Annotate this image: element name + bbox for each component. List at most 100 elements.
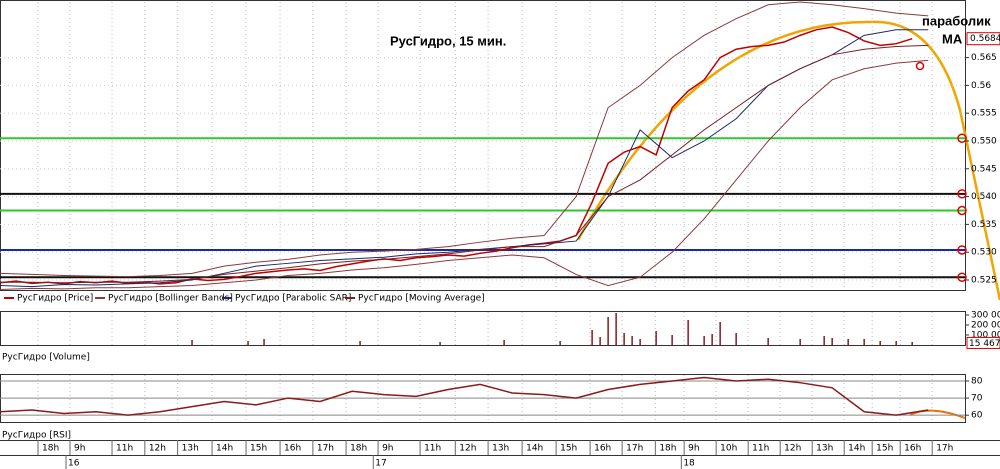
x-tick-label: 12h: [784, 444, 801, 454]
volume-bar: [847, 339, 849, 345]
volume-bar: [591, 330, 593, 345]
x-tick-label: 10h: [720, 444, 737, 454]
y-tick-label: 100 000: [971, 331, 1000, 341]
x-tick-label: 17h: [626, 444, 643, 454]
volume-bar: [735, 333, 737, 345]
pane-label: РусГидро [Volume]: [2, 353, 90, 363]
day-label: 17: [375, 459, 386, 469]
volume-bar: [615, 313, 617, 345]
legend-label: РусГидро [Parabolic SAR]: [235, 294, 351, 304]
x-tick-label: 14h: [216, 444, 233, 454]
y-tick-label: 0.540: [971, 192, 997, 202]
x-tick-label: 17h: [936, 444, 953, 454]
volume-bar: [623, 333, 625, 345]
series-line: [0, 44, 929, 284]
x-tick-label: 16h: [594, 444, 611, 454]
x-tick-label: 14h: [526, 444, 543, 454]
chart-title: РусГидро, 15 мин.: [390, 33, 506, 48]
x-tick-label: 13h: [492, 444, 509, 454]
last-price-label: 0.5684: [970, 34, 1000, 44]
series-line: [0, 376, 929, 416]
volume-bar: [359, 341, 361, 345]
x-tick-label: 15h: [560, 444, 577, 454]
y-tick-label: 0.535: [971, 220, 997, 230]
x-tick-label: 16h: [904, 444, 921, 454]
volume-bar: [895, 341, 897, 345]
x-tick-label: 15h: [876, 444, 893, 454]
y-tick-label: 0.550: [971, 136, 997, 146]
legend-label: РусГидро [Price]: [17, 294, 93, 304]
volume-bar: [799, 339, 801, 345]
volume-bar: [879, 341, 881, 345]
x-tick-label: 18h: [350, 444, 367, 454]
x-tick-label: 11h: [752, 444, 769, 454]
x-tick-label: 9h: [74, 444, 85, 454]
y-tick-label: 0.545: [971, 164, 997, 174]
level-marker: [957, 245, 967, 255]
day-label: 16: [68, 459, 80, 469]
y-tick-label: 0.56: [971, 81, 991, 91]
x-tick-label: 18h: [42, 444, 59, 454]
annotation: MA: [942, 31, 963, 46]
legend-label: РусГидро [Bollinger Bands]: [108, 294, 233, 304]
rsi-projection: [909, 409, 966, 419]
volume-bar: [823, 336, 825, 345]
volume-bar: [767, 338, 769, 345]
volume-bar: [671, 335, 673, 345]
bollinger-upper: [0, 1, 929, 278]
marker: [915, 61, 925, 71]
x-tick-label: 12h: [149, 444, 166, 454]
pane-label: РусГидро [RSI]: [2, 431, 71, 441]
volume-bar: [263, 339, 265, 345]
legend-label: РусГидро [Moving Average]: [358, 294, 485, 304]
volume-bar: [719, 322, 721, 345]
day-label: 18: [683, 459, 695, 469]
volume-bar: [911, 342, 913, 345]
y-tick-label: 200 000: [971, 321, 1000, 331]
volume-bar: [559, 341, 561, 345]
annotation: параболик: [922, 13, 991, 28]
level-marker: [957, 189, 967, 199]
last-value-label: 15 467: [969, 339, 1000, 349]
x-tick-label: 9h: [688, 444, 699, 454]
volume-bar: [599, 337, 601, 345]
x-tick-label: 14h: [848, 444, 865, 454]
x-tick-label: 17h: [317, 444, 334, 454]
level-marker: [957, 133, 967, 143]
x-tick-label: 18h: [659, 444, 676, 454]
x-tick-label: 13h: [816, 444, 833, 454]
y-tick-label: 0.565: [971, 53, 997, 63]
y-tick-label: 70: [971, 394, 983, 404]
volume-bar: [191, 340, 193, 345]
volume-bar: [439, 342, 441, 345]
bollinger-lower: [0, 59, 929, 290]
volume-bar: [639, 339, 641, 345]
price-pane: [0, 0, 966, 291]
level-marker: [957, 205, 967, 216]
x-tick-label: 13h: [182, 444, 199, 454]
volume-pane: [0, 311, 966, 346]
volume-bar: [711, 334, 713, 345]
volume-bar: [687, 320, 689, 345]
x-tick-label: 9h: [382, 444, 393, 454]
volume-bar: [703, 336, 705, 345]
volume-bar: [503, 340, 505, 345]
volume-bar: [655, 331, 657, 345]
x-tick-label: 12h: [459, 444, 476, 454]
y-tick-label: 0.530: [971, 248, 997, 258]
volume-bar: [247, 341, 249, 345]
volume-bar: [631, 336, 633, 345]
x-tick-label: 15h: [250, 444, 267, 454]
volume-bar: [607, 317, 609, 345]
last-value-box: [966, 336, 1000, 349]
y-tick-label: 60: [971, 411, 983, 421]
y-tick-label: 300 000: [971, 311, 1000, 321]
level-marker: [957, 272, 967, 282]
x-tick-label: 16h: [284, 444, 301, 454]
y-tick-label: 0.525: [971, 275, 997, 285]
last-price-box: [966, 32, 1000, 46]
y-tick-label: 80: [971, 376, 983, 386]
y-tick-label: 0.555: [971, 109, 997, 119]
